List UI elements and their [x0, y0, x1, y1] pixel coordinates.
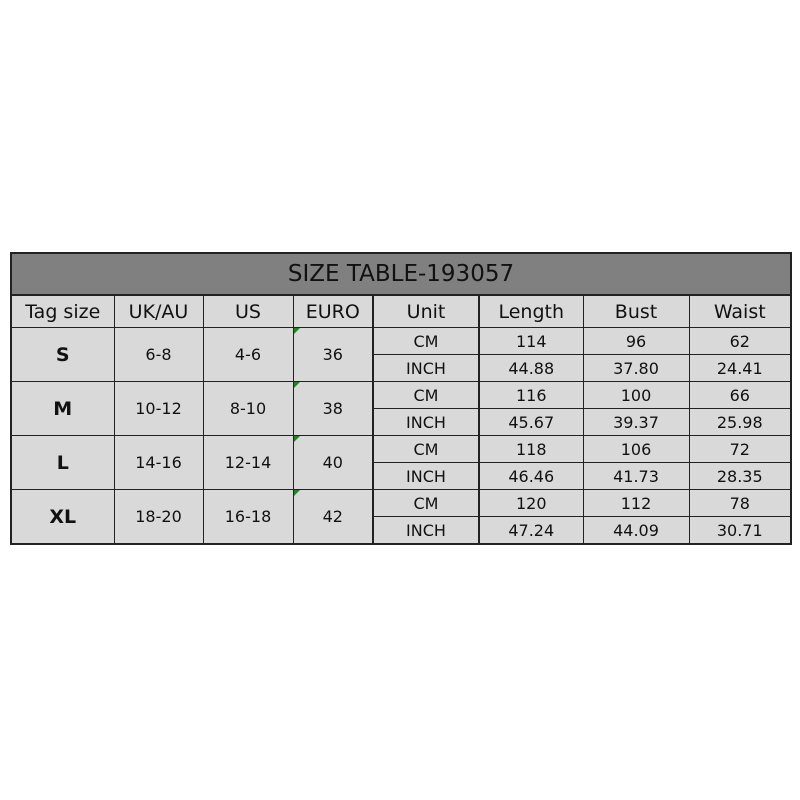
euro-cell: 36 [292, 327, 374, 382]
euro-cell: 40 [292, 435, 374, 490]
bust-cell: 106 [582, 435, 690, 463]
length-cell: 118 [478, 435, 584, 463]
us-cell: 16-18 [202, 489, 294, 545]
unit-cell: INCH [372, 408, 480, 436]
length-cell: 47.24 [478, 516, 584, 545]
waist-cell: 66 [688, 381, 792, 409]
header-length: Length [478, 294, 584, 328]
unit-cell: CM [372, 435, 480, 463]
unit-cell: CM [372, 381, 480, 409]
table-row-cm: L 14-16 12-14 40 CM 118 106 72 [10, 435, 792, 490]
bust-cell: 100 [582, 381, 690, 409]
waist-cell: 24.41 [688, 354, 792, 382]
waist-cell: 78 [688, 489, 792, 517]
unit-cell: INCH [372, 516, 480, 545]
unit-cell: CM [372, 327, 480, 355]
header-euro: EURO [292, 294, 374, 328]
bust-cell: 37.80 [582, 354, 690, 382]
length-cell: 44.88 [478, 354, 584, 382]
bust-cell: 44.09 [582, 516, 690, 545]
uk-au-cell: 10-12 [113, 381, 204, 436]
euro-cell: 42 [292, 489, 374, 545]
length-cell: 120 [478, 489, 584, 517]
us-cell: 4-6 [202, 327, 294, 382]
waist-cell: 72 [688, 435, 792, 463]
header-bust: Bust [582, 294, 690, 328]
header-waist: Waist [688, 294, 792, 328]
length-cell: 45.67 [478, 408, 584, 436]
waist-cell: 30.71 [688, 516, 792, 545]
tag-size-cell: M [10, 381, 115, 436]
euro-cell: 38 [292, 381, 374, 436]
waist-cell: 62 [688, 327, 792, 355]
length-cell: 46.46 [478, 462, 584, 490]
us-cell: 12-14 [202, 435, 294, 490]
table-title: SIZE TABLE-193057 [10, 252, 792, 296]
header-us: US [202, 294, 294, 328]
length-cell: 114 [478, 327, 584, 355]
table-row-inch: INCH 45.67 39.37 25.98 [11, 408, 792, 436]
bust-cell: 39.37 [582, 408, 690, 436]
header-uk-au: UK/AU [113, 294, 204, 328]
table-row-inch: INCH 46.46 41.73 28.35 [11, 462, 792, 490]
table-row-cm: M 10-12 8-10 38 CM 116 100 66 [10, 381, 792, 436]
header-row: Tag size UK/AU US EURO Unit Length Bust … [10, 294, 792, 328]
tag-size-cell: S [10, 327, 115, 382]
table-row-cm: XL 18-20 16-18 42 CM 120 112 78 [10, 489, 792, 545]
bust-cell: 112 [582, 489, 690, 517]
size-table: SIZE TABLE-193057 Tag size UK/AU US EURO… [10, 252, 792, 545]
uk-au-cell: 18-20 [113, 489, 204, 545]
length-cell: 116 [478, 381, 584, 409]
table-row-inch: INCH 44.88 37.80 24.41 [11, 354, 792, 382]
waist-cell: 28.35 [688, 462, 792, 490]
uk-au-cell: 14-16 [113, 435, 204, 490]
bust-cell: 96 [582, 327, 690, 355]
waist-cell: 25.98 [688, 408, 792, 436]
tag-size-cell: L [10, 435, 115, 490]
table-row-inch: INCH 47.24 44.09 30.71 [11, 516, 792, 545]
us-cell: 8-10 [202, 381, 294, 436]
unit-cell: INCH [372, 354, 480, 382]
bust-cell: 41.73 [582, 462, 690, 490]
tag-size-cell: XL [10, 489, 115, 545]
header-tag-size: Tag size [10, 294, 115, 328]
header-unit: Unit [372, 294, 480, 328]
uk-au-cell: 6-8 [113, 327, 204, 382]
unit-cell: INCH [372, 462, 480, 490]
table-row-cm: S 6-8 4-6 36 CM 114 96 62 [10, 327, 792, 382]
unit-cell: CM [372, 489, 480, 517]
